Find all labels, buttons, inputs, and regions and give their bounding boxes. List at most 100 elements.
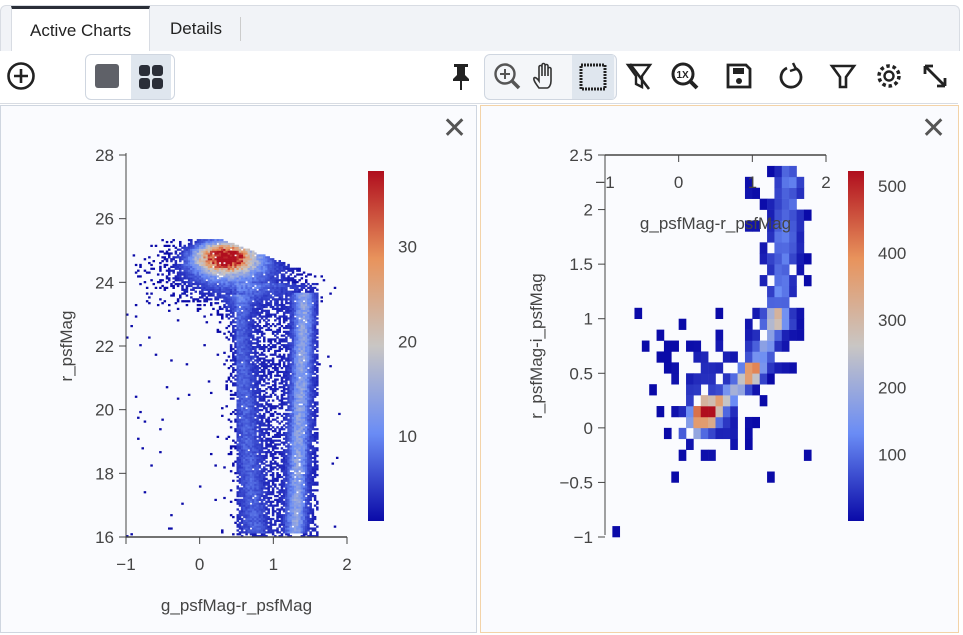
tab-details[interactable]: Details	[152, 17, 241, 41]
heatmap-cell	[282, 483, 286, 486]
heatmap-cell	[271, 477, 275, 480]
heatmap-cell	[167, 254, 171, 257]
heatmap-cell	[192, 275, 195, 278]
heatmap-cell	[203, 284, 206, 288]
grid-layout-icon[interactable]	[131, 55, 171, 99]
heatmap-cell	[190, 284, 193, 288]
tab-active-charts[interactable]: Active Charts	[11, 6, 151, 51]
heatmap-cell	[287, 263, 290, 267]
heatmap-cell	[249, 376, 253, 379]
heatmap-cell	[267, 319, 270, 322]
heatmap-cell	[236, 500, 240, 503]
heatmap-cell	[251, 294, 255, 297]
heatmap-cell	[196, 252, 200, 255]
heatmap-cell	[251, 430, 255, 433]
heatmap-cell	[254, 346, 257, 349]
save-icon[interactable]	[722, 59, 756, 93]
expand-icon[interactable]	[918, 59, 952, 93]
heatmap-cell	[305, 407, 308, 410]
heatmap-cell	[251, 414, 255, 417]
clear-filter-icon[interactable]	[622, 59, 656, 93]
heatmap-cell	[293, 462, 297, 465]
heatmap-cell	[227, 254, 231, 257]
heatmap-cell	[212, 282, 215, 286]
heatmap-cell	[245, 431, 248, 435]
single-layout-icon[interactable]	[90, 59, 124, 93]
heatmap-cell	[265, 401, 268, 404]
heatmap-cell	[305, 395, 308, 398]
pan-icon[interactable]	[528, 59, 562, 93]
close-icon[interactable]: ✕	[442, 112, 468, 145]
restore-icon[interactable]	[774, 59, 808, 93]
heatmap-cell	[300, 282, 304, 286]
heatmap-cell	[243, 263, 246, 267]
heatmap-cell	[263, 519, 266, 523]
filter-icon[interactable]	[826, 59, 860, 93]
heatmap-cell	[207, 260, 211, 263]
heatmap-cell	[293, 347, 297, 351]
heatmap-cell	[305, 533, 308, 536]
heatmap-cell	[247, 282, 251, 286]
heatmap-cell	[205, 250, 209, 253]
heatmap-cell	[251, 376, 255, 379]
zoom-1x-icon[interactable]: 1X	[668, 59, 702, 93]
close-icon[interactable]: ✕	[921, 112, 947, 145]
heatmap-cell	[245, 405, 248, 408]
select-icon[interactable]	[572, 55, 614, 99]
heatmap-cell	[271, 323, 275, 326]
heatmap-cell	[274, 410, 277, 414]
settings-icon[interactable]	[872, 59, 906, 93]
heatmap-cell	[269, 267, 273, 270]
heatmap-cell	[274, 494, 277, 498]
heatmap-cell	[293, 443, 297, 446]
heatmap-cell	[256, 464, 259, 467]
heatmap-cell	[240, 535, 244, 538]
heatmap-cell	[293, 307, 297, 311]
heatmap-cell	[278, 483, 281, 486]
heatmap-cell	[291, 458, 295, 461]
heatmap-cell	[289, 477, 293, 480]
heatmap-cell	[263, 319, 266, 322]
heatmap-cell	[232, 292, 235, 295]
heatmap-cell	[265, 441, 268, 444]
heatmap-cell	[205, 252, 209, 255]
heatmap-cell	[271, 491, 275, 494]
heatmap-cell	[258, 328, 262, 332]
heatmap-cell	[256, 336, 259, 339]
heatmap-cell	[234, 428, 237, 431]
heatmap-cell	[282, 307, 286, 311]
heatmap-cell	[218, 242, 222, 246]
heatmap-cell	[240, 466, 244, 469]
heatmap-cell	[194, 246, 198, 249]
heatmap-cell	[285, 496, 288, 500]
heatmap-cell	[276, 508, 279, 511]
heatmap-cell	[269, 443, 273, 446]
heatmap-cell	[238, 472, 242, 475]
heatmap-cell	[300, 451, 304, 454]
heatmap-chart-color-magnitude[interactable]: −1 0 1 216182022242628g_psfMag-r_psfMagr_ps…	[0, 105, 477, 632]
heatmap-cell	[243, 407, 246, 410]
heatmap-cell	[249, 368, 253, 372]
heatmap-cell	[298, 303, 301, 307]
add-chart-icon[interactable]	[4, 59, 38, 93]
heatmap-cell	[289, 462, 293, 465]
heatmap-cell	[205, 265, 209, 268]
heatmap-cell	[247, 454, 251, 458]
heatmap-cell	[263, 485, 266, 488]
heatmap-cell	[236, 302, 240, 305]
heatmap-cell	[181, 284, 184, 288]
heatmap-cell	[251, 290, 255, 293]
heatmap-cell	[282, 531, 286, 534]
heatmap-cell	[236, 290, 240, 293]
heatmap-cell	[249, 363, 253, 366]
pin-icon[interactable]	[444, 59, 478, 93]
zoom-icon[interactable]	[490, 59, 524, 93]
heatmap-cell	[287, 525, 290, 528]
heatmap-cell	[254, 303, 257, 307]
heatmap-cell	[296, 374, 299, 377]
heatmap-cell	[227, 296, 231, 299]
heatmap-cell	[209, 286, 213, 289]
heatmap-cell	[209, 294, 213, 297]
heatmap-cell	[287, 409, 290, 412]
heatmap-cell	[232, 336, 235, 339]
